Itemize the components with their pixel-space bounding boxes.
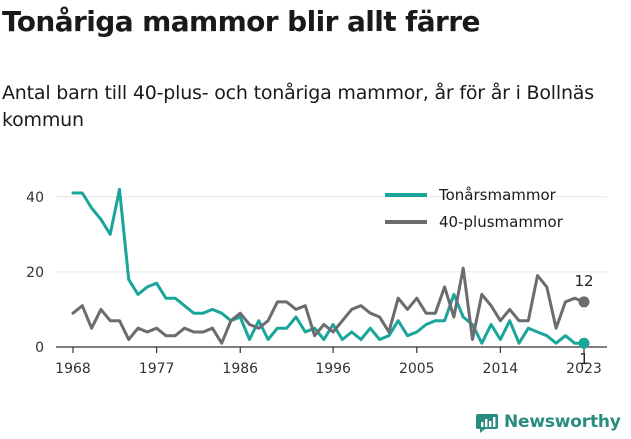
series-line-ton-rsmammor: [71, 187, 586, 345]
y-axis-tick-labels: 0 20 40: [26, 190, 44, 356]
chart-subtitle: Antal barn till 40-plus- och tonåriga ma…: [2, 82, 594, 131]
grid-lines: [56, 196, 607, 273]
y-tick-label-20: 20: [26, 265, 44, 281]
x-tick-label-1986: 1986: [222, 361, 258, 377]
end-point-ton-rsmammor: [578, 337, 590, 349]
brand-logo: Newsworthy: [476, 408, 621, 436]
x-axis-tick-labels: 1968 1977 1986 1996 2005 2014 2023: [55, 361, 602, 377]
newsworthy-logo-icon: [476, 414, 498, 433]
brand-name: Newsworthy: [504, 412, 621, 432]
end-label-ton-rsmammor: 1: [579, 350, 589, 368]
legend: Tonårsmammor 40-plusmammor: [385, 186, 564, 231]
x-tick-label-1996: 1996: [315, 361, 351, 377]
y-tick-label-40: 40: [26, 190, 44, 206]
x-tick-label-1968: 1968: [55, 361, 91, 377]
x-axis: [56, 346, 607, 353]
series-line-40-plusmammor: [71, 266, 586, 345]
y-tick-label-0: 0: [35, 340, 44, 356]
chart-title: Tonåriga mammor blir allt färre: [2, 5, 480, 38]
x-tick-label-2014: 2014: [483, 361, 519, 377]
x-tick-label-1977: 1977: [139, 361, 175, 377]
legend-label-40-plusmammor: 40-plusmammor: [439, 213, 564, 231]
series-lines: 1 12: [71, 187, 594, 368]
end-label-40-plusmammor: 12: [574, 272, 593, 290]
legend-label-ton-rsmammor: Tonårsmammor: [438, 186, 557, 204]
x-tick-label-2005: 2005: [399, 361, 435, 377]
end-point-40-plusmammor: [578, 296, 590, 308]
x-tick-label-2023: 2023: [566, 361, 602, 377]
